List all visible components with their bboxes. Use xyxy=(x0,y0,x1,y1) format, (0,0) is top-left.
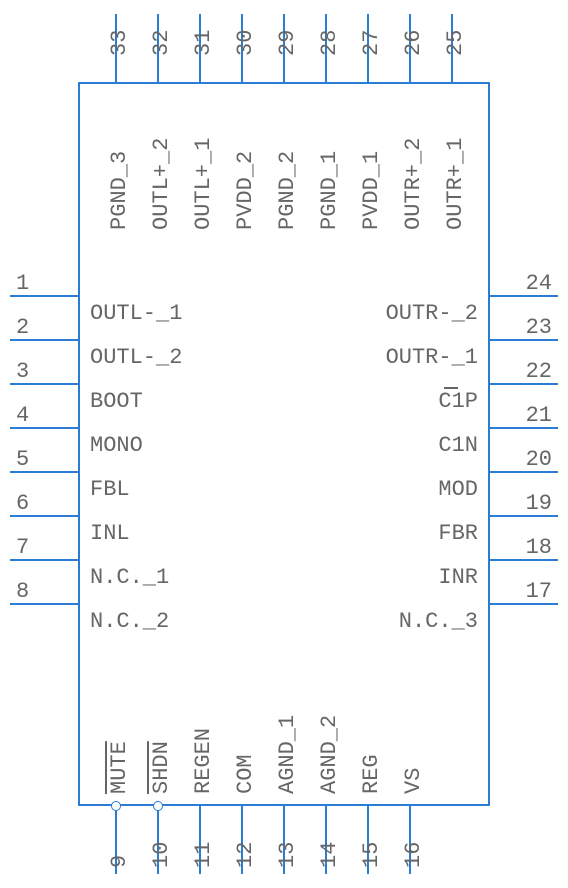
pin-num-33: 33 xyxy=(107,30,132,56)
pin-label-14: AGND_2 xyxy=(317,715,342,794)
pin-label-16: VS xyxy=(401,768,426,794)
pin-num-15: 15 xyxy=(359,842,384,868)
pin-num-26: 26 xyxy=(401,30,426,56)
pin-num-24: 24 xyxy=(526,271,552,296)
pin-label-32: OUTL+_2 xyxy=(149,138,174,230)
overline-c1p xyxy=(444,387,458,389)
pin-num-31: 31 xyxy=(191,30,216,56)
pin-label-13: AGND_1 xyxy=(275,715,300,794)
pin-label-33: PGND_3 xyxy=(107,151,132,230)
pin-label-28: PGND_1 xyxy=(317,151,342,230)
pin-num-25: 25 xyxy=(443,30,468,56)
pin-num-10: 10 xyxy=(149,842,174,868)
pin-label-21: C1N xyxy=(0,433,478,458)
pin-label-12: COM xyxy=(233,754,258,794)
pin-label-9: MUTE xyxy=(107,741,132,794)
pin-num-23: 23 xyxy=(526,315,552,340)
pin-num-21: 21 xyxy=(526,403,552,428)
pin-num-1: 1 xyxy=(16,271,29,296)
pin-label-30: PVDD_2 xyxy=(233,151,258,230)
pin-label-26: OUTR+_2 xyxy=(401,138,426,230)
pin-num-19: 19 xyxy=(526,491,552,516)
pin-num-28: 28 xyxy=(317,30,342,56)
pin-label-10: SHDN xyxy=(149,741,174,794)
pin-num-12: 12 xyxy=(233,842,258,868)
pin-num-32: 32 xyxy=(149,30,174,56)
pin-label-11: REGEN xyxy=(191,728,216,794)
inversion-bubble-9 xyxy=(111,801,121,811)
pin-num-29: 29 xyxy=(275,30,300,56)
pin-num-17: 17 xyxy=(526,579,552,604)
pin-num-16: 16 xyxy=(401,842,426,868)
pin-label-22: C1P xyxy=(0,389,478,414)
pin-num-18: 18 xyxy=(526,535,552,560)
pin-label-15: REG xyxy=(359,754,384,794)
pin-num-27: 27 xyxy=(359,30,384,56)
pin-label-17: N.C._3 xyxy=(0,609,478,634)
inversion-bubble-10 xyxy=(153,801,163,811)
pin-num-20: 20 xyxy=(526,447,552,472)
pin-label-18: INR xyxy=(0,565,478,590)
pin-num-13: 13 xyxy=(275,842,300,868)
pin-label-27: PVDD_1 xyxy=(359,151,384,230)
pin-num-14: 14 xyxy=(317,842,342,868)
pin-num-9: 9 xyxy=(107,855,132,868)
pin-label-19: FBR xyxy=(0,521,478,546)
pin-label-20: MOD xyxy=(0,477,478,502)
pin-label-24: OUTR-_2 xyxy=(0,301,478,326)
pin-label-31: OUTL+_1 xyxy=(191,138,216,230)
pin-label-23: OUTR-_1 xyxy=(0,345,478,370)
pin-num-11: 11 xyxy=(191,842,216,868)
pin-num-30: 30 xyxy=(233,30,258,56)
pin-label-29: PGND_2 xyxy=(275,151,300,230)
pin-num-22: 22 xyxy=(526,359,552,384)
pin-label-25: OUTR+_1 xyxy=(443,138,468,230)
